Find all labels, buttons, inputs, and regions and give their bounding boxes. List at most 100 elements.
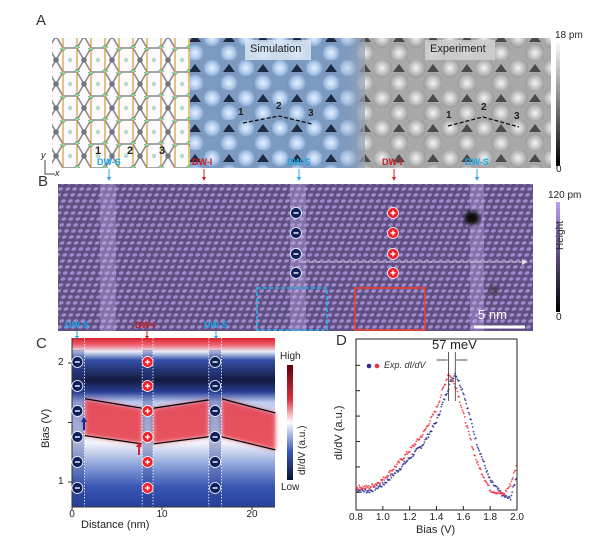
domain-wall-arrowhead: [475, 177, 479, 181]
data-point: [383, 483, 386, 486]
data-point: [468, 433, 471, 436]
data-point: [362, 485, 365, 488]
data-point: [398, 461, 401, 464]
c-ylabel: Bias (V): [40, 408, 52, 448]
data-point: [453, 375, 456, 377]
data-point: [489, 479, 492, 482]
data-point: [471, 422, 473, 425]
data-point: [501, 494, 504, 496]
data-point: [388, 479, 391, 481]
x-tick-label: 0: [69, 509, 75, 520]
data-point: [372, 484, 374, 486]
data-point: [512, 486, 514, 488]
data-point: [388, 471, 390, 474]
data-point: [365, 484, 368, 487]
data-point: [446, 378, 448, 381]
data-point: [394, 472, 397, 475]
sim-site-2: 2: [276, 101, 282, 112]
data-point: [390, 476, 393, 479]
data-point: [397, 469, 400, 472]
data-point: [461, 409, 464, 411]
data-point: [464, 399, 467, 402]
data-point: [385, 481, 388, 484]
data-point: [464, 421, 467, 424]
data-point: [430, 415, 433, 418]
data-point: [375, 487, 377, 490]
data-point: [489, 489, 492, 492]
data-point: [513, 483, 516, 486]
data-point: [455, 387, 458, 390]
dw-i-highlight-box: [354, 287, 426, 331]
data-point: [422, 443, 425, 446]
resonance-band: [221, 398, 276, 450]
data-point: [414, 449, 417, 452]
axis-x-label: x: [55, 168, 60, 178]
data-point: [471, 426, 474, 428]
domain-wall-arrowhead: [214, 336, 218, 339]
sim-site-1: 1: [238, 107, 244, 118]
data-point: [472, 430, 475, 433]
data-point: [504, 496, 506, 499]
data-point: [494, 491, 497, 494]
data-point: [442, 387, 444, 390]
x-tick-label: 1.8: [483, 512, 498, 523]
panel-a-label: A: [36, 12, 47, 29]
data-point: [405, 453, 407, 456]
d-ylabel: dI/dV (a.u.): [333, 405, 345, 460]
band-upper-edge: [84, 398, 143, 409]
data-point: [509, 498, 512, 501]
data-point: [469, 437, 472, 440]
data-point: [505, 495, 508, 497]
data-point: [512, 472, 515, 474]
data-point: [463, 398, 466, 400]
data-point: [413, 445, 415, 448]
panel-c-heatmap: [68, 331, 293, 510]
resonance-band: [153, 399, 209, 444]
data-point: [436, 406, 439, 408]
data-point: [497, 487, 500, 490]
data-point: [418, 438, 421, 440]
data-point: [486, 469, 489, 472]
data-point: [383, 479, 386, 481]
data-point: [364, 487, 367, 490]
data-point: [386, 476, 389, 478]
y-tick-label: 1: [58, 476, 64, 487]
data-point: [468, 413, 471, 416]
data-point: [499, 489, 501, 492]
data-point: [479, 466, 481, 469]
exp-site-2: 2: [481, 102, 487, 113]
data-point: [471, 447, 474, 450]
data-point: [368, 489, 370, 492]
data-point: [470, 438, 472, 441]
data-point: [392, 474, 395, 477]
colorbar-c-min: Low: [281, 482, 300, 493]
band-upper-edge: [152, 399, 209, 409]
data-point: [367, 491, 369, 494]
data-point: [515, 465, 518, 467]
data-point: [483, 464, 486, 467]
data-point: [400, 468, 402, 470]
band-lower-edge: [152, 436, 209, 445]
data-point: [432, 414, 435, 416]
domain-wall-label: DW-S: [465, 157, 489, 167]
data-point: [452, 377, 455, 380]
red-arrow-icon: [136, 442, 142, 455]
exp-site-3: 3: [514, 111, 520, 122]
x-tick-label: 1.2: [402, 512, 417, 523]
data-point: [381, 481, 384, 484]
data-point: [458, 401, 461, 404]
d-xlabel: Bias (V): [416, 524, 456, 536]
data-point: [496, 492, 499, 495]
data-point: [470, 418, 472, 421]
data-point: [397, 460, 400, 462]
data-point: [410, 446, 413, 449]
data-point: [359, 486, 361, 489]
data-point: [401, 465, 403, 468]
data-point: [481, 473, 484, 476]
data-point: [497, 490, 500, 493]
data-point: [423, 441, 426, 444]
data-point: [508, 486, 510, 488]
data-point: [443, 398, 446, 401]
data-point: [411, 453, 414, 456]
